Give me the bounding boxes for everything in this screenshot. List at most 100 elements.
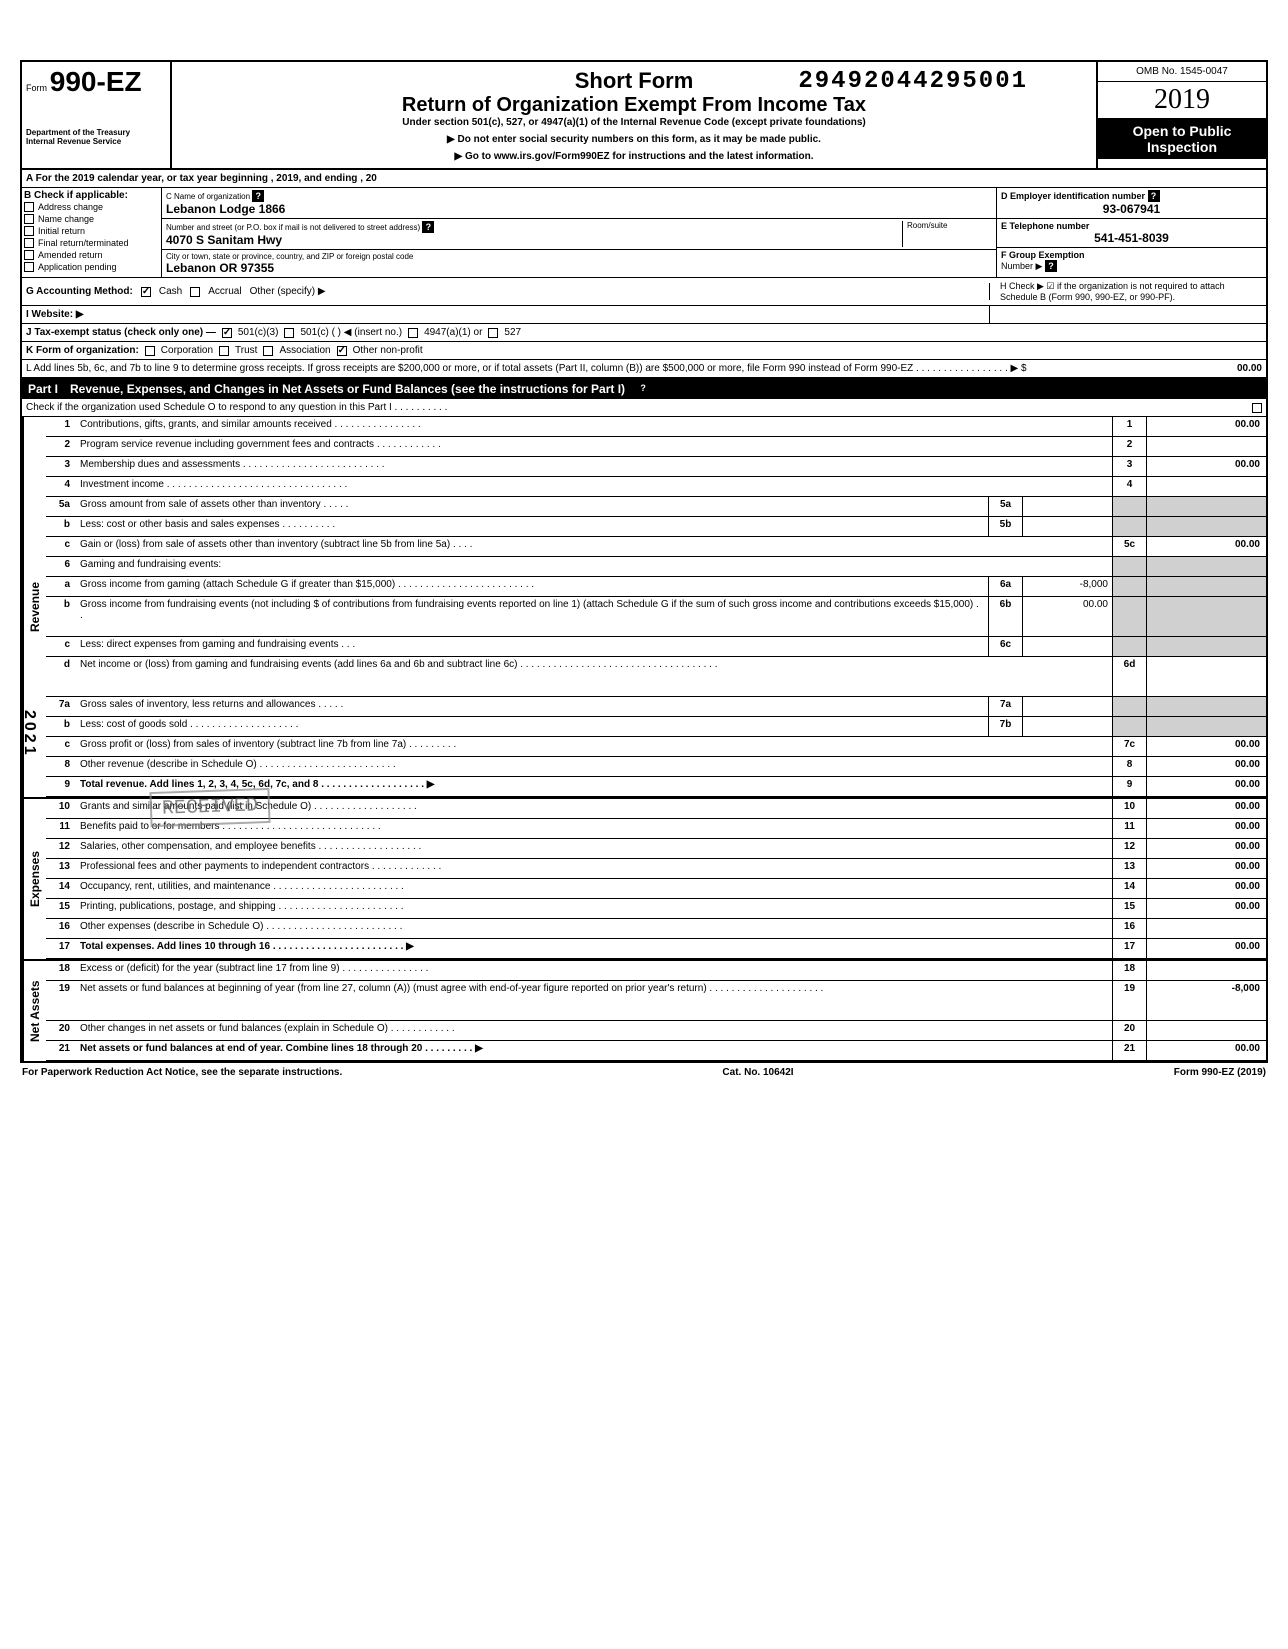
shaded-cell xyxy=(1112,597,1146,636)
part-num: Part I xyxy=(28,382,58,396)
line-description: Total revenue. Add lines 1, 2, 3, 4, 5c,… xyxy=(76,777,1112,796)
shaded-cell xyxy=(1146,697,1266,716)
line-description: Other revenue (describe in Schedule O) .… xyxy=(76,757,1112,776)
checkbox-icon[interactable] xyxy=(24,214,34,224)
sub-cell-num: 7a xyxy=(988,697,1022,716)
cell-val: 00.00 xyxy=(1146,1041,1266,1060)
line-number: c xyxy=(46,537,76,556)
cell-num: 10 xyxy=(1112,799,1146,818)
group-label: F Group Exemption xyxy=(1001,250,1085,260)
line-description: Benefits paid to or for members . . . . … xyxy=(76,819,1112,838)
title-main: Return of Organization Exempt From Incom… xyxy=(178,94,1090,117)
sub-cell-val xyxy=(1022,497,1112,516)
line-description: Printing, publications, postage, and shi… xyxy=(76,899,1112,918)
footer-right: Form 990-EZ (2019) xyxy=(1174,1067,1266,1078)
table-row: bGross income from fundraising events (n… xyxy=(46,597,1266,637)
cb-corporation[interactable] xyxy=(145,346,155,356)
help-icon[interactable]: ? xyxy=(422,221,434,233)
sub-cell-val xyxy=(1022,637,1112,656)
line-description: Professional fees and other payments to … xyxy=(76,859,1112,878)
part-title: Revenue, Expenses, and Changes in Net As… xyxy=(70,382,625,396)
cell-num: 18 xyxy=(1112,961,1146,980)
cell-num: 1 xyxy=(1112,417,1146,436)
line-number: 15 xyxy=(46,899,76,918)
checkbox-icon[interactable] xyxy=(24,238,34,248)
cb-other-org[interactable] xyxy=(337,346,347,356)
opt-other-org: Other non-profit xyxy=(353,345,423,356)
line-number: 14 xyxy=(46,879,76,898)
cb-schedule-o[interactable] xyxy=(1252,403,1262,413)
open-to-public: Open to Public Inspection xyxy=(1098,118,1266,159)
box-c-label: C Name of organization xyxy=(166,192,250,201)
col-b-checkboxes: B Check if applicable: Address change Na… xyxy=(22,188,162,277)
line-description: Net assets or fund balances at end of ye… xyxy=(76,1041,1112,1060)
col-b-header: B Check if applicable: xyxy=(24,190,159,201)
help-icon[interactable]: ? xyxy=(637,382,649,394)
line-i-website: I Website: ▶ xyxy=(22,306,1266,324)
checkbox-icon[interactable] xyxy=(24,262,34,272)
line-l-gross-receipts: L Add lines 5b, 6c, and 7b to line 9 to … xyxy=(22,360,1266,379)
cb-name-change[interactable]: Name change xyxy=(24,213,159,225)
shaded-cell xyxy=(1112,697,1146,716)
cell-val: 00.00 xyxy=(1146,757,1266,776)
box-city: City or town, state or province, country… xyxy=(162,250,996,277)
cb-4947[interactable] xyxy=(408,328,418,338)
opt-cash: Cash xyxy=(159,286,182,297)
opt-other: Other (specify) ▶ xyxy=(250,286,326,297)
cb-trust[interactable] xyxy=(219,346,229,356)
cb-final-return[interactable]: Final return/terminated xyxy=(24,237,159,249)
help-icon[interactable]: ? xyxy=(1045,260,1057,272)
netassets-section: Net Assets 18Excess or (deficit) for the… xyxy=(22,959,1266,1061)
cb-501c3[interactable] xyxy=(222,328,232,338)
help-icon[interactable]: ? xyxy=(1148,190,1160,202)
line-number: c xyxy=(46,737,76,756)
instruction-line-2: ▶ Go to www.irs.gov/Form990EZ for instru… xyxy=(178,151,1090,162)
cell-num: 6d xyxy=(1112,657,1146,696)
cb-association[interactable] xyxy=(263,346,273,356)
cb-address-change[interactable]: Address change xyxy=(24,201,159,213)
form-number: 990-EZ xyxy=(50,66,142,97)
sub-cell-num: 6a xyxy=(988,577,1022,596)
table-row: 7aGross sales of inventory, less returns… xyxy=(46,697,1266,717)
cell-val: 00.00 xyxy=(1146,457,1266,476)
cell-num: 5c xyxy=(1112,537,1146,556)
line-number: 4 xyxy=(46,477,76,496)
cb-application-pending[interactable]: Application pending xyxy=(24,261,159,273)
cb-amended-return[interactable]: Amended return xyxy=(24,249,159,261)
checkbox-icon[interactable] xyxy=(24,226,34,236)
cb-501c[interactable] xyxy=(284,328,294,338)
sub-cell-val: 00.00 xyxy=(1022,597,1112,636)
line-k-label: K Form of organization: xyxy=(26,345,139,356)
table-row: cGain or (loss) from sale of assets othe… xyxy=(46,537,1266,557)
cb-accrual[interactable] xyxy=(190,287,200,297)
line-number: 1 xyxy=(46,417,76,436)
line-number: d xyxy=(46,657,76,696)
opt-accrual: Accrual xyxy=(208,286,241,297)
checkbox-icon[interactable] xyxy=(24,250,34,260)
table-row: 1Contributions, gifts, grants, and simil… xyxy=(46,417,1266,437)
table-row: 11Benefits paid to or for members . . . … xyxy=(46,819,1266,839)
table-row: 20Other changes in net assets or fund ba… xyxy=(46,1021,1266,1041)
cb-initial-return[interactable]: Initial return xyxy=(24,225,159,237)
cell-num: 16 xyxy=(1112,919,1146,938)
checkbox-icon[interactable] xyxy=(24,202,34,212)
table-row: 9Total revenue. Add lines 1, 2, 3, 4, 5c… xyxy=(46,777,1266,797)
line-description: Net assets or fund balances at beginning… xyxy=(76,981,1112,1020)
expenses-section: Expenses 10Grants and similar amounts pa… xyxy=(22,797,1266,959)
shaded-cell xyxy=(1112,497,1146,516)
table-row: cGross profit or (loss) from sales of in… xyxy=(46,737,1266,757)
cb-cash[interactable] xyxy=(141,287,151,297)
street-value: 4070 S Sanitam Hwy xyxy=(166,233,902,247)
sub-cell-num: 5a xyxy=(988,497,1022,516)
line-number: 12 xyxy=(46,839,76,858)
cell-val: 00.00 xyxy=(1146,939,1266,958)
ein-value: 93-067941 xyxy=(1001,202,1262,216)
cell-num: 20 xyxy=(1112,1021,1146,1040)
table-row: 2Program service revenue including gover… xyxy=(46,437,1266,457)
line-l-val: 00.00 xyxy=(1142,363,1262,374)
line-description: Total expenses. Add lines 10 through 16 … xyxy=(76,939,1112,958)
cell-val: 00.00 xyxy=(1146,819,1266,838)
cb-527[interactable] xyxy=(488,328,498,338)
help-icon[interactable]: ? xyxy=(252,190,264,202)
form-header: Form 990-EZ Department of the Treasury I… xyxy=(22,62,1266,170)
